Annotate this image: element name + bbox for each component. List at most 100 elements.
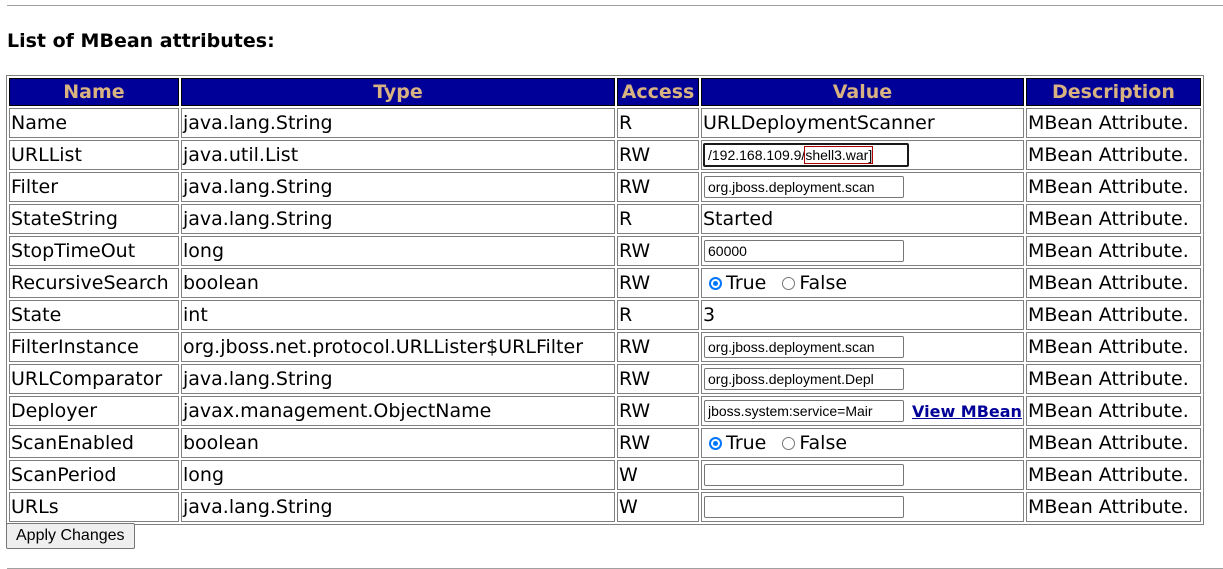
attribute-access-cell: RW [617, 332, 699, 362]
value-field-wrap [703, 368, 1022, 390]
radio-false[interactable] [782, 436, 796, 450]
attribute-value-text: Started [703, 208, 774, 230]
attribute-name-cell: URLList [9, 140, 179, 170]
radio-false-label: False [799, 432, 848, 454]
column-header-access: Access [617, 78, 699, 106]
urls-input[interactable] [704, 496, 904, 518]
urllist-input[interactable]: /192.168.109.9/shell3.war] [703, 143, 909, 167]
attribute-value-cell: Started [701, 204, 1024, 234]
radio-true-label: True [726, 272, 767, 294]
attribute-name-cell: URLComparator [9, 364, 179, 394]
stoptimeout-input[interactable] [704, 240, 904, 262]
page-title: List of MBean attributes: [7, 30, 275, 52]
deployer-input[interactable] [704, 400, 904, 422]
attribute-description-cell: MBean Attribute. [1025, 268, 1201, 298]
mbean-attributes-table: Name Type Access Value Description Name j… [6, 75, 1204, 525]
attribute-value-cell [701, 492, 1024, 522]
attribute-name-cell: Filter [9, 172, 179, 202]
attribute-value-cell: True False [701, 428, 1024, 458]
attribute-value-cell: URLDeploymentScanner [701, 108, 1024, 138]
value-field-wrap [703, 496, 1022, 518]
value-field-wrap: View MBean [703, 400, 1022, 422]
attribute-access-cell: R [617, 300, 699, 330]
attribute-value-cell: /192.168.109.9/shell3.war] [701, 140, 1024, 170]
attribute-type-cell: java.lang.String [181, 108, 615, 138]
radio-true-label: True [726, 432, 767, 454]
table-row: URLs java.lang.String W MBean Attribute. [9, 492, 1201, 522]
attribute-type-cell: javax.management.ObjectName [181, 396, 615, 426]
attribute-description-cell: MBean Attribute. [1025, 108, 1201, 138]
value-field-wrap [703, 240, 1022, 262]
attribute-name-cell: RecursiveSearch [9, 268, 179, 298]
attribute-access-cell: W [617, 460, 699, 490]
value-field-wrap [703, 464, 1022, 486]
attribute-value-cell [701, 460, 1024, 490]
attribute-type-cell: boolean [181, 428, 615, 458]
attribute-access-cell: RW [617, 172, 699, 202]
attribute-value-text: 3 [703, 304, 716, 326]
table-row: State int R 3 MBean Attribute. [9, 300, 1201, 330]
attribute-access-cell: RW [617, 268, 699, 298]
attribute-name-cell: ScanPeriod [9, 460, 179, 490]
attribute-value-cell: View MBean [701, 396, 1024, 426]
attribute-name-cell: State [9, 300, 179, 330]
attribute-type-cell: long [181, 236, 615, 266]
attribute-type-cell: java.lang.String [181, 172, 615, 202]
radio-true[interactable] [709, 276, 722, 290]
input-text-prefix: /192.168.109.9/ [708, 147, 806, 163]
attribute-value-text: URLDeploymentScanner [703, 112, 935, 134]
value-field-wrap: /192.168.109.9/shell3.war] [703, 143, 1022, 167]
radio-false[interactable] [782, 276, 796, 290]
attribute-access-cell: W [617, 492, 699, 522]
radio-true[interactable] [709, 436, 722, 450]
filter-input[interactable] [704, 176, 904, 198]
attribute-access-cell: RW [617, 428, 699, 458]
radio-false-label: False [799, 272, 848, 294]
attribute-description-cell: MBean Attribute. [1025, 300, 1201, 330]
attribute-name-cell: FilterInstance [9, 332, 179, 362]
apply-changes-button[interactable]: Apply Changes [6, 523, 135, 549]
attribute-value-cell: True False [701, 268, 1024, 298]
attribute-value-cell [701, 236, 1024, 266]
view-mbean-link[interactable]: View MBean [912, 401, 1022, 421]
attribute-type-cell: java.util.List [181, 140, 615, 170]
boolean-radio-group: True False [703, 272, 1022, 294]
attribute-access-cell: RW [617, 396, 699, 426]
attribute-value-cell [701, 332, 1024, 362]
attribute-type-cell: java.lang.String [181, 364, 615, 394]
attribute-description-cell: MBean Attribute. [1025, 332, 1201, 362]
attribute-name-cell: Deployer [9, 396, 179, 426]
urlcomparator-input[interactable] [704, 368, 904, 390]
attribute-description-cell: MBean Attribute. [1025, 140, 1201, 170]
filterinstance-input[interactable] [704, 336, 904, 358]
attribute-description-cell: MBean Attribute. [1025, 492, 1201, 522]
attribute-description-cell: MBean Attribute. [1025, 236, 1201, 266]
attribute-name-cell: URLs [9, 492, 179, 522]
attribute-access-cell: RW [617, 140, 699, 170]
attribute-value-cell [701, 364, 1024, 394]
attribute-access-cell: RW [617, 364, 699, 394]
column-header-description: Description [1025, 78, 1201, 106]
attribute-type-cell: java.lang.String [181, 204, 615, 234]
attribute-access-cell: RW [617, 236, 699, 266]
attribute-access-cell: R [617, 204, 699, 234]
table-row: ScanPeriod long W MBean Attribute. [9, 460, 1201, 490]
table-row: FilterInstance org.jboss.net.protocol.URL… [9, 332, 1201, 362]
value-field-wrap [703, 336, 1022, 358]
top-divider [7, 5, 1223, 6]
table-row: StateString java.lang.String R Started MBean… [9, 204, 1201, 234]
attribute-description-cell: MBean Attribute. [1025, 172, 1201, 202]
input-text-selected: shell3.war] [804, 146, 874, 164]
attribute-access-cell: R [617, 108, 699, 138]
value-field-wrap [703, 176, 1022, 198]
column-header-type: Type [181, 78, 615, 106]
boolean-radio-group: True False [703, 432, 1022, 454]
attribute-name-cell: StopTimeOut [9, 236, 179, 266]
attribute-type-cell: org.jboss.net.protocol.URLLister$URLFilt… [181, 332, 615, 362]
attribute-value-cell: 3 [701, 300, 1024, 330]
scanperiod-input[interactable] [704, 464, 904, 486]
